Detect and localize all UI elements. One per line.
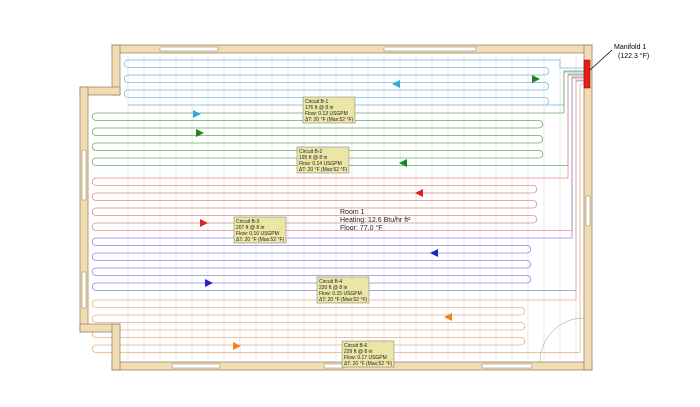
pipe-supply [539, 70, 584, 114]
flow-arrow [415, 189, 423, 197]
circuit-delta: ΔT: 20 °F (Max:52 °F) [305, 117, 354, 123]
circuit-flow: Flow: 0.15 USGPM [319, 291, 362, 297]
circuit-delta: ΔT: 20 °F (Max:52 °F) [344, 361, 393, 367]
manifold [583, 59, 591, 89]
room-floor: Floor: 77.0 °F [340, 224, 382, 232]
manifold-leader [589, 49, 613, 71]
manifold-name: Manifold 1 [614, 44, 646, 51]
circuit-length: 207 ft @ 8 in [236, 225, 265, 231]
pipe-loop [91, 112, 544, 166]
pipes [91, 59, 584, 353]
circuit-title: Circuit B-2 [299, 149, 323, 155]
flow-arrow [532, 75, 540, 83]
label-box [296, 146, 350, 174]
pipe-supply [521, 79, 584, 301]
label-box [302, 96, 356, 124]
pipe-supply [527, 76, 584, 239]
circuit-length: 176 ft @ 8 in [305, 105, 334, 111]
pipe-loop [91, 177, 538, 231]
windows [81, 46, 591, 369]
label-box [341, 340, 395, 368]
door-swing [539, 317, 585, 363]
pipe-loop [91, 299, 526, 353]
circuit-title: Circuit B-6 [344, 343, 368, 349]
flow-arrow [193, 110, 201, 118]
circuit-length: 195 ft @ 8 in [299, 155, 328, 161]
circuit-length: 220 ft @ 8 in [319, 285, 348, 291]
pipe-supply [533, 73, 584, 179]
flow-arrow [444, 313, 452, 321]
circuit-delta: ΔT: 20 °F (Max:52 °F) [319, 297, 368, 303]
circuit-delta: ΔT: 20 °F (Max:52 °F) [299, 167, 348, 173]
label-box [233, 216, 287, 244]
manifold-temperature: (122.3 °F) [618, 52, 649, 60]
flow-arrows [193, 75, 540, 350]
flow-arrow [392, 80, 400, 88]
flow-arrow [205, 279, 213, 287]
room-name: Room 1 [340, 209, 365, 216]
circuit-flow: Flow: 0.14 USGPM [299, 161, 342, 167]
circuit-delta: ΔT: 20 °F (Max:52 °F) [236, 237, 285, 243]
label-box [316, 276, 370, 304]
circuit-length: 229 ft @ 8 in [344, 349, 373, 355]
flow-arrow [430, 249, 438, 257]
flow-arrow [196, 129, 204, 137]
flow-arrow [200, 219, 208, 227]
flow-arrow [233, 342, 241, 350]
circuit-flow: Flow: 0.16 USGPM [236, 231, 279, 237]
circuit-flow: Flow: 0.13 USGPM [305, 111, 348, 117]
circuit-title: Circuit B-1 [305, 99, 329, 105]
circuit-title: Circuit B-4 [319, 279, 343, 285]
circuit-flow: Flow: 0.17 USGPM [344, 355, 387, 361]
pipe-loop [91, 237, 532, 291]
circuit-title: Circuit B-3 [236, 219, 260, 225]
flow-arrow [399, 159, 407, 167]
pipe-return [521, 83, 584, 353]
pipe-supply [545, 59, 584, 69]
pipe-loop [123, 59, 550, 106]
room-heating: Heating: 12.6 Btu/hr ft² [340, 217, 411, 224]
